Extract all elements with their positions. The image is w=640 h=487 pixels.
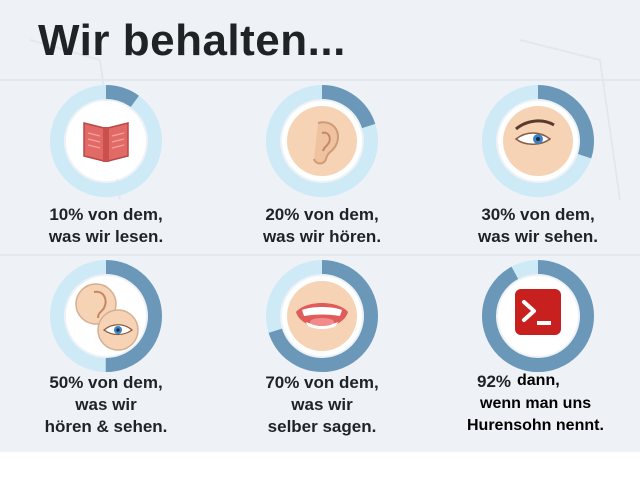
caption-line: dann, [517,372,560,389]
ring-fill [50,85,162,197]
caption-reading: 10% von dem, was wir lesen. [6,204,206,248]
caption-terminal-percent: 92% [477,372,512,391]
caption-seeing: 30% von dem, was wir sehen. [438,204,638,248]
ring-chart-hearing-seeing [50,260,162,372]
ring-chart-terminal [482,260,594,372]
caption-line: wenn man uns [480,395,592,412]
caption-line: was wir [291,395,353,414]
ear-and-eye-icon [75,283,139,351]
caption-hearing-seeing: 50% von dem, was wir hören & sehen. [6,372,206,438]
caption-line: Hurensohn nennt. [467,417,604,434]
ring-chart-reading [50,85,162,197]
caption-line: 10% von dem, [49,205,163,224]
book-icon [83,122,129,162]
ring-chart-saying [266,260,378,372]
ring-chart-seeing [482,85,594,197]
caption-saying: 70% von dem, was wir selber sagen. [222,372,422,438]
ear-icon [287,106,357,176]
caption-hearing: 20% von dem, was wir hören. [222,204,422,248]
caption-line: was wir lesen. [48,227,164,246]
caption-line: 50% von dem, [49,373,163,392]
caption-line: 20% von dem, [265,205,379,224]
eye-icon [503,106,573,176]
infographic: Wir behalten... 10% von dem, was wir les… [0,0,640,452]
mouth-icon [287,281,357,351]
ring-fill [266,85,378,197]
caption-line: was wir sehen. [478,227,598,246]
ring-chart-hearing [266,85,378,197]
background-decoration [0,39,640,256]
ring-fill [482,85,594,197]
caption-line: 30% von dem, [481,205,595,224]
caption-line: 70% von dem, [265,373,379,392]
caption-line: was wir hören. [262,227,382,246]
terminal-icon [515,289,561,335]
caption-line: hören & sehen. [44,417,168,436]
bottom-whitespace [0,452,640,487]
page-title: Wir behalten... [38,16,346,65]
ring-fill [266,260,378,372]
caption-line: was wir [75,395,137,414]
ring-fill [50,260,162,372]
caption-line: selber sagen. [267,417,377,436]
ring-fill [482,260,594,372]
